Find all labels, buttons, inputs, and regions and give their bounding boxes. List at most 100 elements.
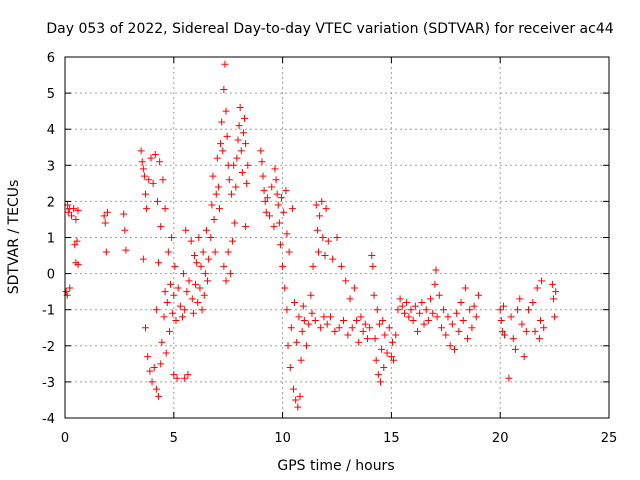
data-point	[193, 259, 201, 267]
data-point	[293, 338, 301, 346]
data-point	[102, 248, 110, 256]
data-point	[158, 338, 166, 346]
data-point	[146, 367, 154, 375]
data-point	[230, 161, 238, 169]
data-point	[424, 317, 432, 325]
data-point	[233, 154, 241, 162]
data-point	[239, 129, 247, 137]
data-point	[176, 302, 184, 310]
data-point	[64, 208, 72, 216]
data-point	[215, 205, 223, 213]
data-point	[342, 277, 350, 285]
data-point	[194, 298, 202, 306]
data-point	[157, 223, 165, 231]
data-point	[324, 237, 332, 245]
data-point	[390, 356, 398, 364]
data-point	[185, 277, 193, 285]
data-point	[286, 363, 294, 371]
data-point	[237, 147, 245, 155]
data-point	[163, 298, 171, 306]
data-point	[368, 252, 376, 260]
data-point	[396, 295, 404, 303]
data-point	[516, 295, 524, 303]
data-point	[455, 327, 463, 335]
data-point	[378, 345, 386, 353]
data-point	[407, 306, 415, 314]
data-point	[363, 335, 371, 343]
data-point	[140, 172, 148, 180]
data-point	[274, 201, 282, 209]
data-point	[181, 306, 189, 314]
data-point	[340, 317, 348, 325]
data-point	[316, 212, 324, 220]
data-point	[224, 248, 232, 256]
data-points	[62, 60, 560, 411]
data-point	[373, 306, 381, 314]
data-point	[153, 197, 161, 205]
data-point	[369, 262, 377, 270]
data-point	[241, 114, 249, 122]
data-point	[444, 313, 452, 321]
data-point	[496, 306, 504, 314]
data-point	[227, 190, 235, 198]
data-point	[150, 363, 158, 371]
data-point	[145, 176, 153, 184]
data-point	[190, 252, 198, 260]
data-point	[189, 309, 197, 317]
data-point	[217, 140, 225, 148]
data-point	[394, 306, 402, 314]
data-point	[260, 187, 268, 195]
data-point	[298, 327, 306, 335]
data-point	[238, 169, 246, 177]
data-point	[155, 259, 163, 267]
data-point	[522, 327, 530, 335]
data-point	[170, 371, 178, 379]
data-point	[311, 317, 319, 325]
data-point	[276, 241, 284, 249]
data-point	[222, 107, 230, 115]
chart-title: Day 053 of 2022, Sidereal Day-to-day VTE…	[46, 21, 613, 37]
data-point	[210, 215, 218, 223]
data-point	[282, 187, 290, 195]
data-point	[174, 284, 182, 292]
data-point	[511, 345, 519, 353]
data-point	[213, 154, 221, 162]
data-point	[258, 158, 266, 166]
data-point	[375, 320, 383, 328]
data-point	[162, 349, 170, 357]
y-tick-label: 2	[47, 195, 55, 210]
data-point	[270, 223, 278, 231]
data-point	[335, 324, 343, 332]
data-point	[524, 306, 532, 314]
data-point	[74, 206, 82, 214]
data-point	[71, 241, 79, 249]
axis-ticks: 0 5 10 15 20 25 -4 -3 -2 -1 0 1 2 3 4 5 6	[42, 51, 617, 446]
data-point	[535, 335, 543, 343]
data-point	[315, 248, 323, 256]
data-point	[261, 197, 269, 205]
data-point	[167, 280, 175, 288]
data-point	[518, 320, 526, 328]
data-point	[318, 197, 326, 205]
data-point	[468, 324, 476, 332]
data-point	[497, 317, 505, 325]
data-point	[355, 338, 363, 346]
data-point	[442, 331, 450, 339]
data-point	[405, 313, 413, 321]
data-point	[222, 277, 230, 285]
data-point	[453, 309, 461, 317]
data-point	[211, 248, 219, 256]
data-point	[226, 270, 234, 278]
data-point	[139, 255, 147, 263]
data-point	[333, 234, 341, 241]
data-point	[380, 363, 388, 371]
data-point	[204, 277, 212, 285]
data-point	[235, 122, 243, 130]
data-point	[165, 327, 173, 335]
data-point	[149, 179, 157, 187]
data-point	[205, 255, 213, 263]
data-point	[231, 219, 239, 227]
data-point	[294, 403, 302, 411]
data-point	[202, 226, 210, 234]
